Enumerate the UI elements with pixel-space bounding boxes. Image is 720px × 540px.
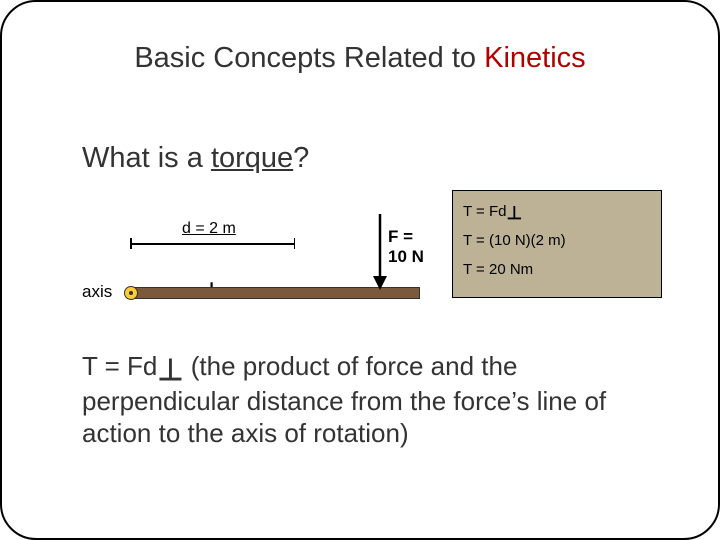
question-prefix: What is a bbox=[82, 142, 211, 174]
axis-label: axis bbox=[82, 282, 112, 302]
calc-line-result: T = 20 Nm bbox=[463, 261, 651, 280]
defn-prefix: T = Fd bbox=[82, 351, 157, 381]
calc-line-formula: T = Fd⊥ bbox=[463, 199, 651, 222]
calc-line-substitute: T = (10 N)(2 m) bbox=[463, 232, 651, 251]
distance-bracket bbox=[130, 238, 295, 249]
question-suffix: ? bbox=[293, 142, 309, 174]
calc-formula-prefix: T = Fd bbox=[463, 203, 507, 222]
torque-diagram: axis d = 2 m ⊥ F = 10 N bbox=[72, 202, 432, 322]
perp-symbol-defn: ⊥ bbox=[157, 354, 183, 387]
perp-symbol-calcbox: ⊥ bbox=[507, 202, 523, 225]
slide-title: Basic Concepts Related to Kinetics bbox=[2, 42, 718, 75]
calculation-box: T = Fd⊥ T = (10 N)(2 m) T = 20 Nm bbox=[452, 190, 662, 298]
definition-text: T = Fd⊥ (the product of force and the pe… bbox=[82, 347, 648, 450]
slide: Basic Concepts Related to Kinetics What … bbox=[0, 0, 720, 540]
force-arrow-icon bbox=[370, 214, 390, 292]
force-label: F = 10 N bbox=[388, 227, 432, 267]
distance-label: d = 2 m bbox=[182, 220, 236, 238]
question-keyword: torque bbox=[211, 142, 293, 174]
title-plain: Basic Concepts Related to bbox=[134, 42, 484, 74]
pivot-point bbox=[124, 286, 138, 300]
title-accent: Kinetics bbox=[484, 42, 586, 74]
question: What is a torque? bbox=[82, 142, 309, 175]
